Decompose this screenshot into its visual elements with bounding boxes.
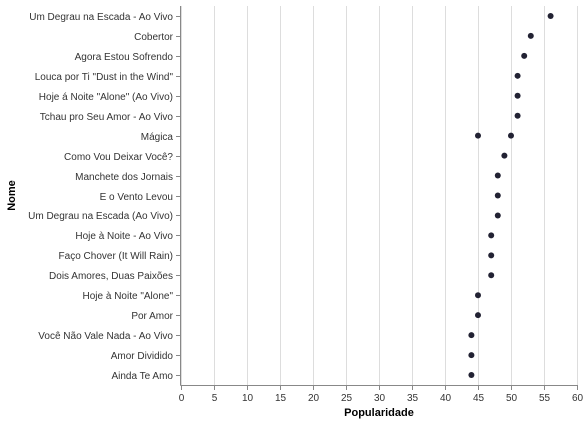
- data-point: [468, 332, 475, 339]
- data-point: [494, 192, 501, 199]
- y-tick-label: Por Amor: [131, 311, 173, 322]
- data-point: [488, 252, 495, 259]
- x-tick-label: 15: [275, 393, 287, 404]
- data-point: [494, 172, 501, 179]
- data-point: [501, 152, 508, 159]
- y-tick-label: Louca por Ti "Dust in the Wind": [35, 72, 174, 83]
- y-tick-label: Hoje á Noite "Alone" (Ao Vivo): [39, 92, 173, 103]
- y-axis: Um Degrau na Escada - Ao Vivo Cobertor Ago…: [28, 6, 181, 386]
- y-axis-title: Nome: [6, 180, 18, 211]
- x-tick-label: 55: [539, 393, 551, 404]
- data-point: [527, 32, 534, 39]
- x-tick-label: 10: [242, 393, 254, 404]
- y-tick-label: Agora Estou Sofrendo: [75, 52, 174, 63]
- x-tick-label: 25: [341, 393, 353, 404]
- y-tick-label: Faço Chover (It Will Rain): [59, 251, 173, 262]
- y-tick-label: Tchau pro Seu Amor - Ao Vivo: [40, 112, 174, 123]
- data-point: [475, 292, 481, 299]
- y-tick-label: Hoje à Noite "Alone": [83, 291, 174, 302]
- x-tick-label: 40: [440, 393, 452, 404]
- x-tick-label: 60: [572, 393, 584, 404]
- y-tick-label: Mágica: [141, 132, 174, 143]
- data-point: [514, 72, 521, 79]
- x-tick-label: 50: [506, 393, 518, 404]
- x-axis-title: Popularidade: [344, 407, 414, 419]
- x-tick-label: 0: [179, 393, 185, 404]
- data-point: [514, 112, 521, 119]
- x-tick-label: 35: [407, 393, 419, 404]
- x-tick-label: 45: [473, 393, 485, 404]
- y-tick-label: Você Não Vale Nada - Ao Vivo: [38, 331, 173, 342]
- data-point: [488, 272, 495, 279]
- x-tick-label: 5: [212, 393, 218, 404]
- y-tick-label: Como Vou Deixar Você?: [64, 152, 173, 163]
- data-point: [475, 312, 481, 319]
- data-point: [508, 132, 514, 139]
- y-tick-label: Um Degrau na Escada (Ao Vivo): [28, 211, 173, 222]
- data-point: [468, 372, 475, 379]
- y-tick-label: Hoje à Noite - Ao Vivo: [75, 231, 173, 242]
- y-tick-label: E o Vento Levou: [100, 192, 173, 203]
- data-point: [547, 12, 554, 19]
- x-axis: 0 5 10 15 20 25 30 35 40 45 50 55 60: [179, 385, 584, 404]
- data-point: [488, 232, 495, 239]
- data-point: [521, 52, 528, 59]
- x-tick-label: 20: [308, 393, 320, 404]
- data-points: [468, 12, 554, 379]
- y-tick-label: Amor Dividido: [111, 351, 174, 362]
- data-point: [468, 352, 475, 359]
- y-tick-label: Ainda Te Amo: [111, 371, 173, 382]
- y-tick-label: Um Degrau na Escada - Ao Vivo: [29, 12, 173, 23]
- data-point: [494, 212, 501, 219]
- grid-lines: [181, 6, 578, 385]
- x-tick-label: 30: [374, 393, 386, 404]
- y-tick-label: Cobertor: [134, 32, 174, 43]
- data-point: [514, 92, 521, 99]
- y-tick-label: Dois Amores, Duas Paixões: [49, 271, 173, 282]
- y-tick-label: Manchete dos Jornais: [75, 172, 173, 183]
- data-point: [475, 132, 481, 139]
